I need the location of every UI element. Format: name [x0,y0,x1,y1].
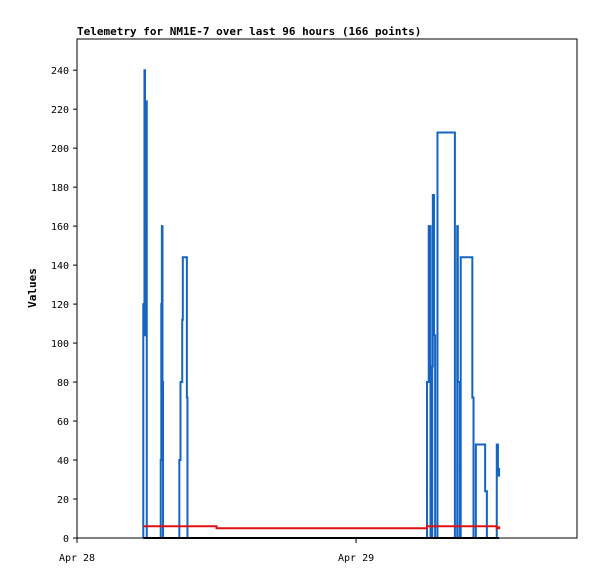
y-tick-label: 20 [57,495,69,506]
y-tick-label: 240 [51,66,69,77]
y-tick-label: 180 [51,183,69,194]
y-tick-label: 120 [51,300,69,311]
y-tick-label: 60 [57,417,69,428]
y-tick-label: 160 [51,222,69,233]
series-line [143,525,501,530]
y-tick-label: 80 [57,378,69,389]
y-axis-label: Values [26,268,39,308]
series-layer [142,69,501,539]
y-tick-label: 220 [51,105,69,116]
y-tick-label: 200 [51,144,69,155]
series-line [142,69,501,539]
chart-title: Telemetry for NM1E-7 over last 96 hours … [77,25,421,38]
x-axis-ticks: Apr 28 Apr 29 [59,538,374,564]
y-tick-label: 0 [63,534,69,545]
x-tick-label: Apr 28 [59,553,95,564]
y-axis-ticks: 0 20 40 60 80 100 120 140 160 180 200 220 240 [51,66,77,545]
y-tick-label: 40 [57,456,69,467]
y-tick-label: 100 [51,339,69,350]
x-tick-label: Apr 29 [338,553,374,564]
y-tick-label: 140 [51,261,69,272]
plot-area [76,38,578,539]
